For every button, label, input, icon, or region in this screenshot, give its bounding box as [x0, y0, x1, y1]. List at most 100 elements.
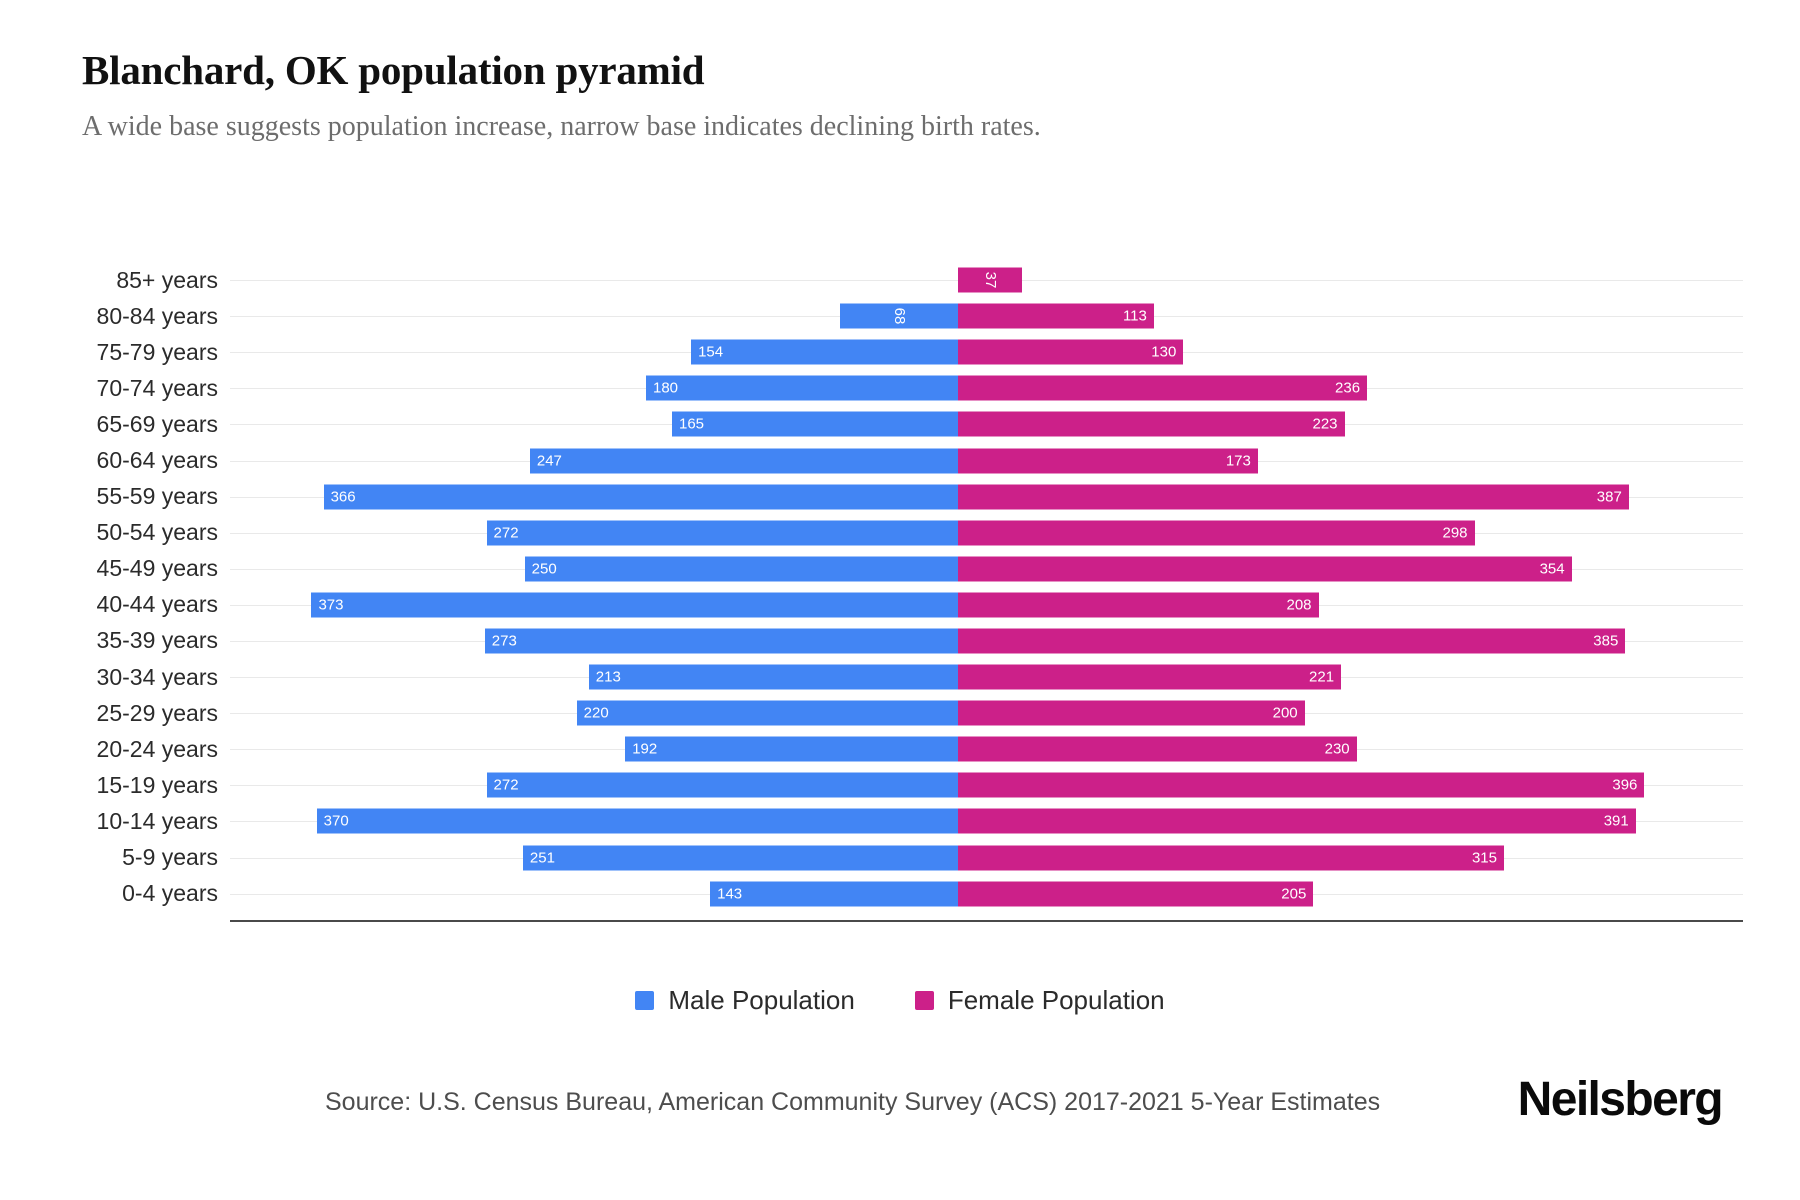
row-track: 247 173 — [230, 442, 1800, 478]
male-bar-value: 213 — [595, 668, 621, 686]
male-bar[interactable]: 272 — [486, 520, 958, 546]
pyramid-row: 45-49 years 250 354 — [0, 551, 1800, 587]
female-bar[interactable]: 113 — [958, 303, 1154, 329]
male-bar[interactable]: 220 — [576, 700, 958, 726]
female-bar-value: 208 — [1286, 596, 1312, 614]
male-bar-value: 180 — [653, 379, 679, 397]
female-bar[interactable]: 221 — [958, 664, 1342, 690]
row-track: 143 205 — [230, 876, 1800, 912]
row-track: 68 113 — [230, 298, 1800, 334]
female-bar[interactable]: 205 — [958, 881, 1314, 907]
male-bar[interactable]: 272 — [486, 772, 958, 798]
male-bar-value: 272 — [493, 524, 519, 542]
age-group-label: 60-64 years — [96, 447, 218, 474]
pyramid-row: 80-84 years 68 113 — [0, 298, 1800, 334]
female-bar-value: 173 — [1225, 452, 1251, 470]
age-group-label: 50-54 years — [96, 519, 218, 546]
age-group-label: 25-29 years — [96, 699, 218, 726]
row-track: 37 — [230, 262, 1800, 298]
female-bar[interactable]: 130 — [958, 339, 1184, 365]
male-bar[interactable]: 273 — [484, 628, 958, 654]
age-group-label: 45-49 years — [96, 555, 218, 582]
female-bar[interactable]: 200 — [958, 700, 1305, 726]
age-group-label: 65-69 years — [96, 410, 218, 437]
female-bar[interactable]: 396 — [958, 772, 1645, 798]
male-bar[interactable]: 250 — [524, 556, 958, 582]
male-bar[interactable]: 251 — [522, 845, 958, 871]
row-track: 370 391 — [230, 803, 1800, 839]
row-track: 366 387 — [230, 479, 1800, 515]
chart-footer: Source: U.S. Census Bureau, American Com… — [0, 1073, 1800, 1150]
pyramid-rows: 85+ years 37 80-84 years 68 113 75-79 years 15… — [0, 262, 1800, 912]
legend-item[interactable]: Male Population — [635, 985, 855, 1016]
male-bar[interactable]: 143 — [710, 881, 958, 907]
age-group-label: 40-44 years — [96, 591, 218, 618]
female-bar[interactable]: 208 — [958, 592, 1319, 618]
female-bar-value: 230 — [1324, 740, 1350, 758]
age-group-label: 5-9 years — [122, 844, 218, 871]
pyramid-row: 50-54 years 272 298 — [0, 515, 1800, 551]
age-group-label: 55-59 years — [96, 483, 218, 510]
female-bar-value: 130 — [1151, 343, 1177, 361]
row-track: 251 315 — [230, 840, 1800, 876]
female-bar[interactable]: 223 — [958, 411, 1345, 437]
age-group-label: 80-84 years — [96, 302, 218, 329]
pyramid-row: 20-24 years 192 230 — [0, 731, 1800, 767]
legend-label: Female Population — [947, 985, 1165, 1015]
female-bar-value: 37 — [981, 271, 999, 289]
female-bar[interactable]: 387 — [958, 484, 1629, 510]
pyramid-row: 25-29 years 220 200 — [0, 695, 1800, 731]
female-bar[interactable]: 230 — [958, 736, 1357, 762]
row-track: 192 230 — [230, 731, 1800, 767]
male-bar-value: 165 — [679, 415, 705, 433]
female-bar-value: 205 — [1281, 885, 1307, 903]
male-bar[interactable]: 213 — [588, 664, 958, 690]
female-bar-value: 200 — [1272, 704, 1298, 722]
female-bar-value: 298 — [1442, 524, 1468, 542]
pyramid-row: 35-39 years 273 385 — [0, 623, 1800, 659]
female-bar[interactable]: 37 — [958, 267, 1023, 293]
page-title: Blanchard, OK population pyramid — [82, 47, 705, 93]
female-bar-value: 354 — [1539, 560, 1565, 578]
pyramid-row: 0-4 years 143 205 — [0, 876, 1800, 912]
male-bar[interactable]: 373 — [311, 592, 958, 618]
female-bar[interactable]: 298 — [958, 520, 1475, 546]
pyramid-row: 15-19 years 272 396 — [0, 767, 1800, 803]
male-bar[interactable]: 154 — [691, 339, 958, 365]
age-group-label: 30-34 years — [96, 663, 218, 690]
male-bar[interactable]: 180 — [646, 375, 958, 401]
male-bar[interactable]: 68 — [840, 303, 958, 329]
male-bar-value: 366 — [330, 488, 356, 506]
male-bar-value: 251 — [529, 849, 555, 867]
female-bar[interactable]: 315 — [958, 845, 1504, 871]
female-bar-value: 223 — [1312, 415, 1338, 433]
pyramid-row: 5-9 years 251 315 — [0, 840, 1800, 876]
female-bar-value: 236 — [1335, 379, 1361, 397]
female-bar-value: 221 — [1309, 668, 1335, 686]
female-bar-value: 391 — [1603, 812, 1629, 830]
legend-swatch-icon — [914, 991, 934, 1010]
pyramid-row: 70-74 years 180 236 — [0, 370, 1800, 406]
pyramid-row: 85+ years 37 — [0, 262, 1800, 298]
male-bar[interactable]: 192 — [625, 736, 958, 762]
row-track: 273 385 — [230, 623, 1800, 659]
female-bar[interactable]: 385 — [958, 628, 1626, 654]
female-bar[interactable]: 173 — [958, 448, 1258, 474]
male-bar[interactable]: 247 — [529, 448, 958, 474]
male-bar[interactable]: 165 — [672, 411, 958, 437]
row-track: 272 396 — [230, 767, 1800, 803]
chart-header: Blanchard, OK population pyramid A wide … — [82, 46, 1722, 144]
age-group-label: 35-39 years — [96, 627, 218, 654]
female-bar[interactable]: 354 — [958, 556, 1572, 582]
row-track: 165 223 — [230, 406, 1800, 442]
male-bar[interactable]: 370 — [316, 808, 958, 834]
neilsberg-logo: Neilsberg — [1517, 1073, 1724, 1126]
female-bar[interactable]: 236 — [958, 375, 1368, 401]
male-bar[interactable]: 366 — [323, 484, 958, 510]
male-bar-value: 68 — [890, 307, 908, 325]
row-track: 272 298 — [230, 515, 1800, 551]
male-bar-value: 273 — [491, 632, 517, 650]
legend-item[interactable]: Female Population — [914, 985, 1165, 1016]
male-bar-value: 272 — [493, 776, 519, 794]
female-bar[interactable]: 391 — [958, 808, 1636, 834]
